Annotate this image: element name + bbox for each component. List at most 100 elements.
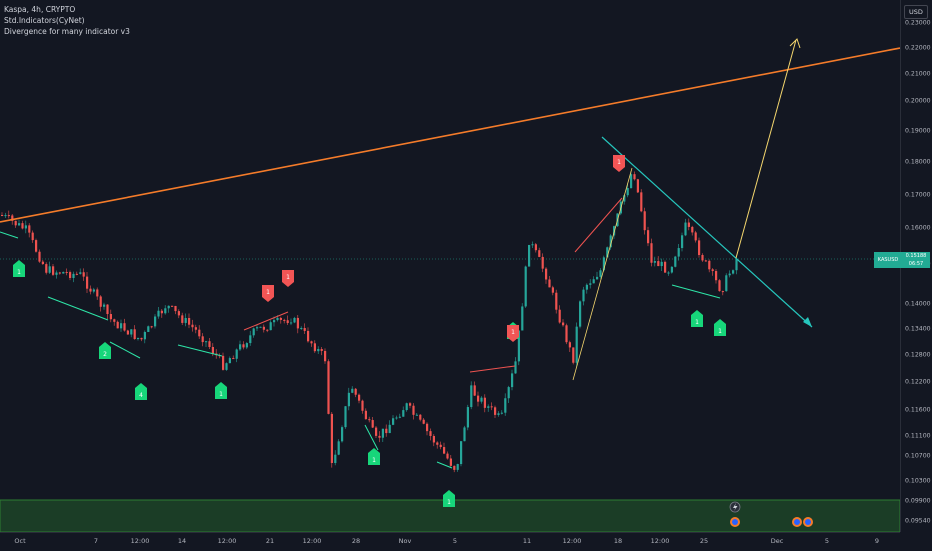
- signal-label: 1: [511, 329, 515, 336]
- candle-body: [150, 326, 153, 328]
- candle-body: [415, 414, 418, 416]
- candle-body: [364, 410, 367, 420]
- candle-body: [439, 444, 442, 448]
- price-tick-label: 0.10700: [905, 452, 931, 460]
- price-tag-symbol: KASUSD: [874, 252, 902, 268]
- time-tick-label: 12:00: [650, 537, 670, 545]
- candle-body: [228, 358, 231, 364]
- candle-body: [171, 305, 174, 307]
- time-tick-label: 7: [93, 537, 99, 545]
- candle-body: [303, 328, 306, 331]
- candle-body: [1, 215, 4, 216]
- price-tag-countdown: 06:57: [908, 261, 924, 267]
- candle-body: [235, 349, 238, 359]
- candle-body: [106, 304, 109, 315]
- price-tick-label: 0.22000: [905, 44, 931, 52]
- candle-body: [592, 279, 595, 284]
- candle-body: [704, 260, 707, 262]
- time-tick-label: 28: [351, 537, 361, 545]
- sell-signal-marker: 1: [262, 285, 274, 302]
- descending-trendline[interactable]: [601, 136, 813, 328]
- candle-body: [72, 273, 75, 278]
- candle-body: [626, 188, 629, 196]
- sell-signal-marker: 1: [613, 155, 625, 172]
- candle-body: [160, 310, 163, 314]
- candle-body: [497, 413, 500, 415]
- projection-line[interactable]: [735, 39, 797, 259]
- candle-body: [208, 341, 211, 348]
- candle-body: [456, 464, 459, 470]
- candle-body: [24, 225, 27, 229]
- candle-body: [517, 330, 520, 362]
- current-price-tag: KASUSD 0.15188 06:57: [874, 252, 930, 268]
- symbol-title[interactable]: Kaspa, 4h, CRYPTO: [4, 5, 76, 14]
- candle-body: [735, 259, 738, 271]
- candle-body: [96, 289, 99, 297]
- candle-body: [167, 305, 170, 309]
- candle-body: [419, 414, 422, 420]
- candle-body: [500, 412, 503, 414]
- candle-body: [225, 363, 228, 370]
- candle-body: [38, 251, 41, 262]
- candle-body: [147, 326, 150, 332]
- candle-body: [65, 271, 68, 273]
- price-tick-label: 0.21000: [905, 70, 931, 78]
- candle-body: [701, 255, 704, 261]
- candle-body: [392, 418, 395, 425]
- buy-signal-marker: 1: [714, 319, 726, 336]
- candle-body: [45, 264, 48, 273]
- candle-body: [89, 288, 92, 292]
- candle-body: [334, 454, 337, 464]
- candle-body: [728, 273, 731, 276]
- candle-body: [14, 220, 17, 226]
- price-tick-label: 0.09900: [905, 497, 931, 505]
- candle-body: [572, 347, 575, 363]
- candle-body: [470, 385, 473, 408]
- news-event-icons[interactable]: [730, 517, 813, 527]
- indicator-label-1[interactable]: Std.Indicators(CyNet): [4, 16, 85, 25]
- candle-body: [286, 320, 289, 324]
- time-tick-label: 12:00: [562, 537, 582, 545]
- projection-arrowhead: [789, 38, 801, 49]
- candle-body: [558, 309, 561, 323]
- candle-body: [266, 329, 269, 331]
- candle-body: [99, 296, 102, 307]
- candle-body: [562, 322, 565, 326]
- candle-body: [143, 331, 146, 340]
- candle-body: [177, 311, 180, 316]
- sell-signals: 1 1 1 1: [262, 155, 625, 342]
- candle-body: [11, 215, 14, 221]
- sell-signal-marker: 1: [507, 325, 519, 342]
- orange-trendline[interactable]: [0, 47, 900, 223]
- candle-body: [130, 329, 133, 335]
- buy-signal-marker: 1: [13, 260, 25, 277]
- candle-body: [52, 266, 55, 275]
- time-tick-label: Oct: [14, 537, 26, 545]
- candle-body: [545, 268, 548, 280]
- signal-label: 1: [617, 159, 621, 166]
- candle-body: [463, 427, 466, 442]
- candle-body: [188, 318, 191, 325]
- candle-body: [551, 287, 554, 293]
- price-tag-value: 0.15188 06:57: [902, 252, 930, 268]
- time-axis[interactable]: Oct 7 12:00 14 12:00 21 12:00 28 Nov 5 11 12:00 18 12…: [0, 532, 900, 551]
- currency-selector[interactable]: USD: [904, 5, 928, 19]
- indicator-label-2[interactable]: Divergence for many indicator v3: [4, 27, 130, 36]
- candle-body: [473, 385, 476, 396]
- price-tick-label: 0.23000: [905, 19, 931, 27]
- candle-body: [48, 266, 51, 273]
- candle-body: [307, 330, 310, 342]
- candle-body: [538, 250, 541, 257]
- candle-body: [279, 317, 282, 320]
- candle-body: [337, 441, 340, 455]
- signal-label: 1: [718, 328, 722, 335]
- signal-label: 1: [447, 499, 451, 506]
- time-tick-label: 12:00: [302, 537, 322, 545]
- candle-body: [293, 317, 296, 323]
- candle-body: [259, 326, 262, 328]
- candle-body: [436, 442, 439, 445]
- signal-label: 1: [286, 274, 290, 281]
- buy-signal-marker: 1: [691, 310, 703, 327]
- signal-label: 1: [695, 319, 699, 326]
